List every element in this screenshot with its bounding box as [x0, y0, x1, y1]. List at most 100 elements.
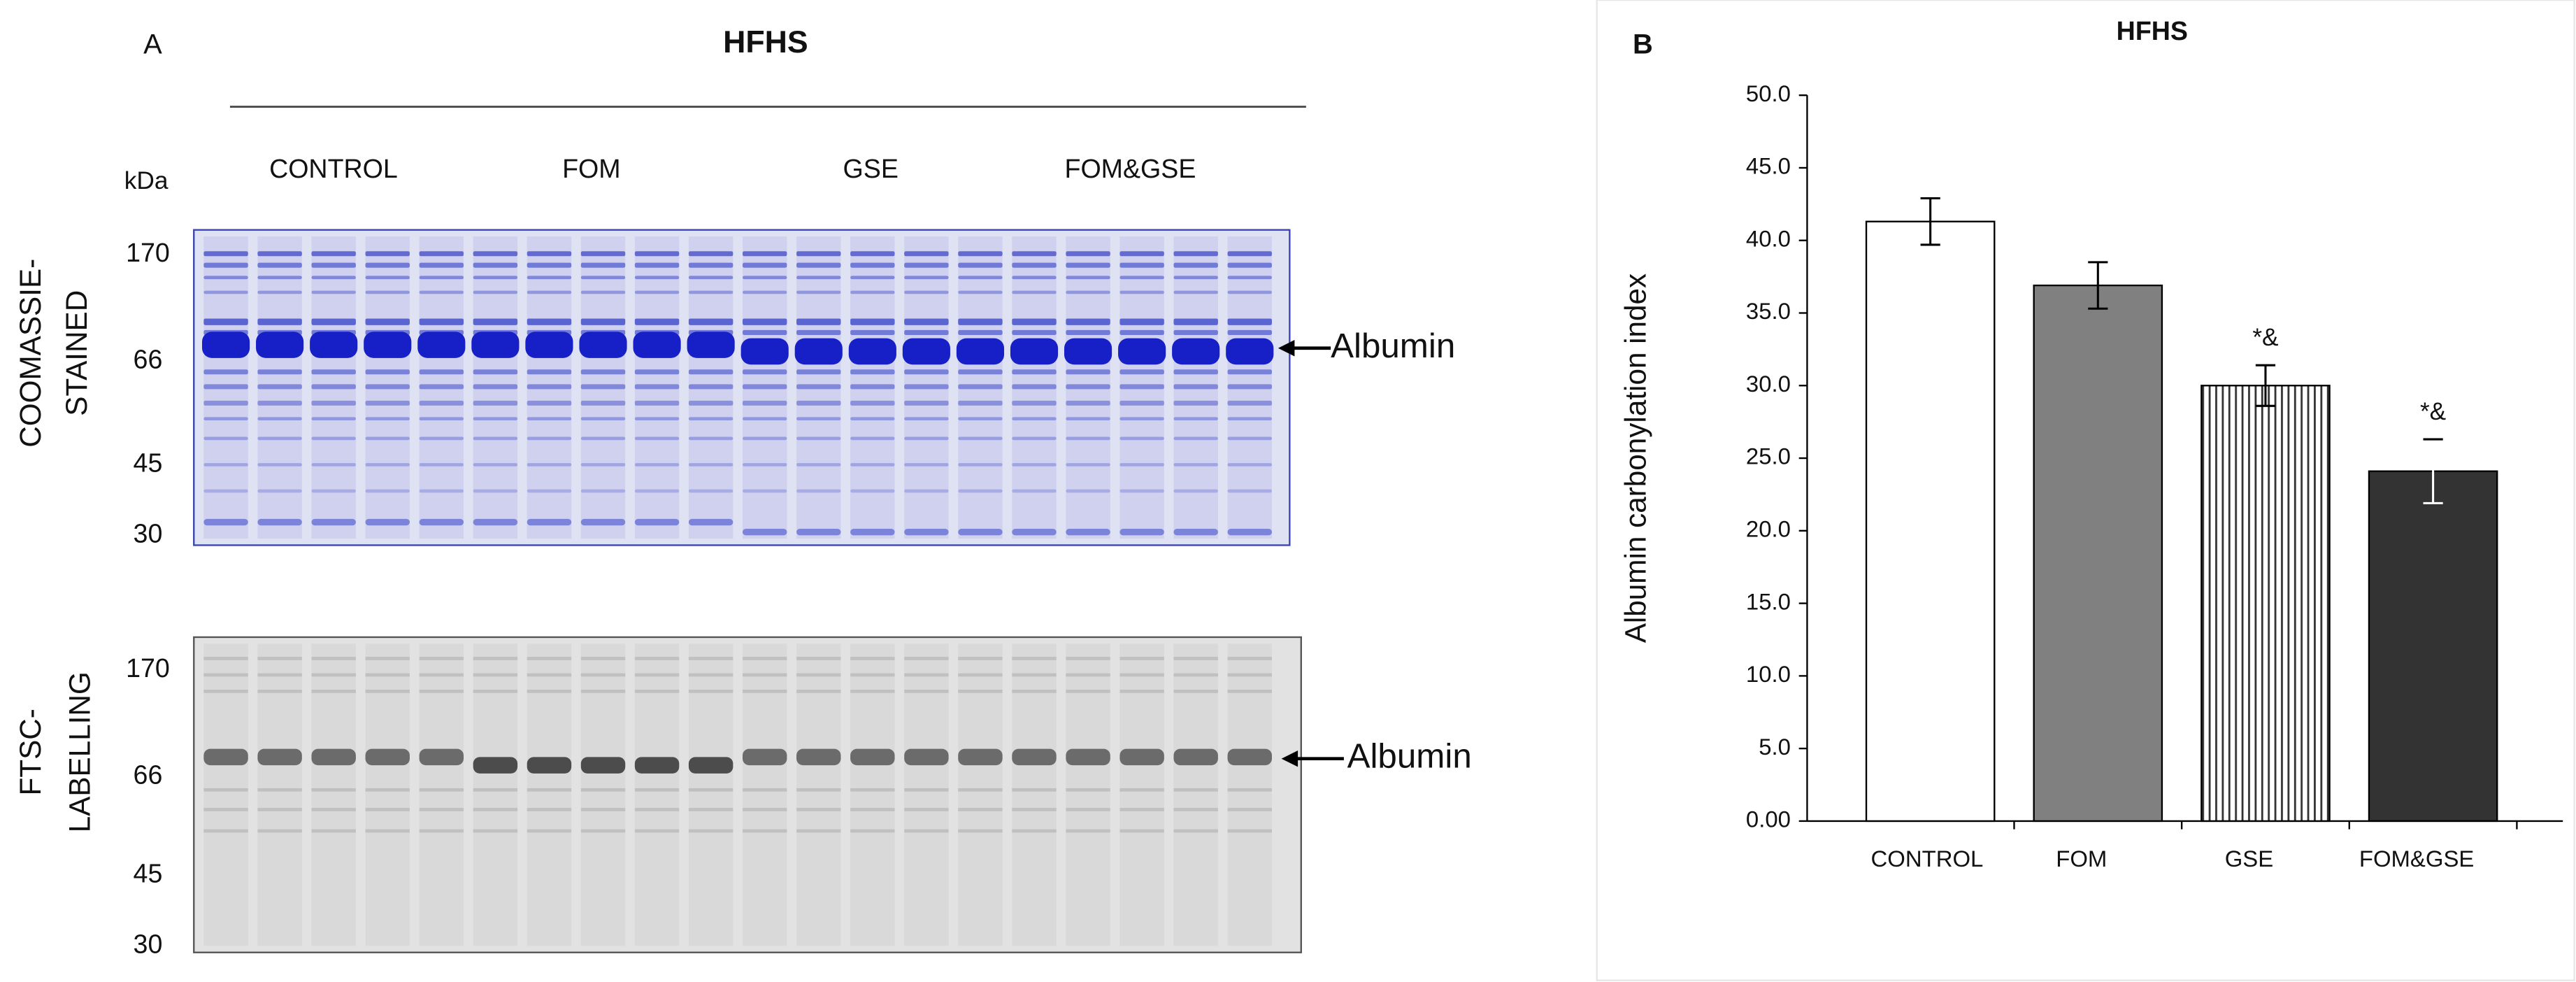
band — [1012, 436, 1057, 441]
band — [1012, 329, 1057, 335]
band — [850, 384, 895, 390]
y-tick-label: 10.0 — [1746, 661, 1791, 687]
bar — [1865, 220, 1996, 823]
band — [904, 673, 949, 677]
band — [527, 251, 572, 257]
band — [365, 290, 410, 294]
band — [527, 290, 572, 294]
band — [1173, 417, 1218, 421]
band — [419, 463, 464, 467]
band — [688, 788, 734, 792]
y-tick-label: 20.0 — [1746, 516, 1791, 542]
band — [796, 290, 841, 294]
band — [850, 690, 895, 693]
band — [473, 518, 518, 526]
band — [1227, 400, 1272, 406]
band — [958, 529, 1003, 536]
band — [257, 290, 302, 294]
band — [580, 463, 626, 467]
band — [958, 276, 1003, 280]
band — [796, 673, 841, 677]
band — [473, 788, 518, 792]
albumin-band — [473, 757, 518, 774]
panel-title: HFHS — [723, 25, 808, 59]
band — [203, 369, 248, 375]
band — [1227, 829, 1272, 833]
band — [1066, 788, 1110, 792]
band — [1066, 489, 1110, 493]
band — [634, 400, 680, 406]
band — [796, 489, 841, 493]
band — [1012, 657, 1057, 660]
band — [1066, 329, 1110, 335]
band — [958, 318, 1003, 325]
band — [1119, 318, 1164, 325]
albumin-band — [633, 332, 681, 358]
band — [257, 489, 302, 493]
arrow-label: Albumin — [1331, 327, 1455, 365]
band — [580, 788, 626, 792]
band — [365, 384, 410, 390]
band — [688, 318, 734, 325]
band — [1012, 529, 1057, 536]
band — [1173, 489, 1218, 493]
band — [742, 489, 787, 493]
band — [473, 384, 518, 390]
band — [473, 290, 518, 294]
band — [958, 657, 1003, 660]
band — [1173, 369, 1218, 375]
arrow-head — [1278, 340, 1295, 357]
band — [203, 318, 248, 325]
band — [257, 436, 302, 441]
band — [527, 673, 572, 677]
band — [419, 808, 464, 811]
band — [257, 657, 302, 660]
band — [203, 251, 248, 257]
band — [904, 463, 949, 467]
band — [203, 829, 248, 833]
band — [1012, 251, 1057, 257]
band — [473, 808, 518, 811]
band — [1173, 384, 1218, 390]
band — [1119, 417, 1164, 421]
band — [1119, 690, 1164, 693]
band — [796, 400, 841, 406]
band — [796, 417, 841, 421]
band — [688, 369, 734, 375]
x-tick-label: FOM&GSE — [2359, 846, 2474, 871]
ftsc-lane — [1227, 643, 1272, 946]
bar — [2033, 284, 2163, 823]
band — [1066, 251, 1110, 257]
band — [1227, 417, 1272, 421]
band — [365, 262, 410, 268]
band — [904, 489, 949, 493]
band — [580, 489, 626, 493]
band — [257, 251, 302, 257]
band — [1227, 384, 1272, 390]
band — [257, 276, 302, 280]
band — [1119, 529, 1164, 536]
band — [473, 489, 518, 493]
band — [850, 529, 895, 536]
ftsc-lane — [1066, 643, 1110, 946]
y-tick-label: 50.0 — [1746, 80, 1791, 106]
band — [365, 829, 410, 833]
band — [527, 518, 572, 526]
band — [419, 518, 464, 526]
y-tick-label: 25.0 — [1746, 443, 1791, 469]
band — [1173, 251, 1218, 257]
band — [365, 417, 410, 421]
group-label: FOM — [562, 154, 620, 183]
band — [742, 690, 787, 693]
albumin-band — [1227, 748, 1272, 766]
marker-label: 66 — [134, 760, 163, 789]
band — [527, 400, 572, 406]
band — [311, 384, 356, 390]
band — [419, 400, 464, 406]
band — [203, 384, 248, 390]
band — [311, 318, 356, 325]
unit-label: kDa — [124, 167, 169, 194]
band — [1173, 788, 1218, 792]
band — [1066, 417, 1110, 421]
